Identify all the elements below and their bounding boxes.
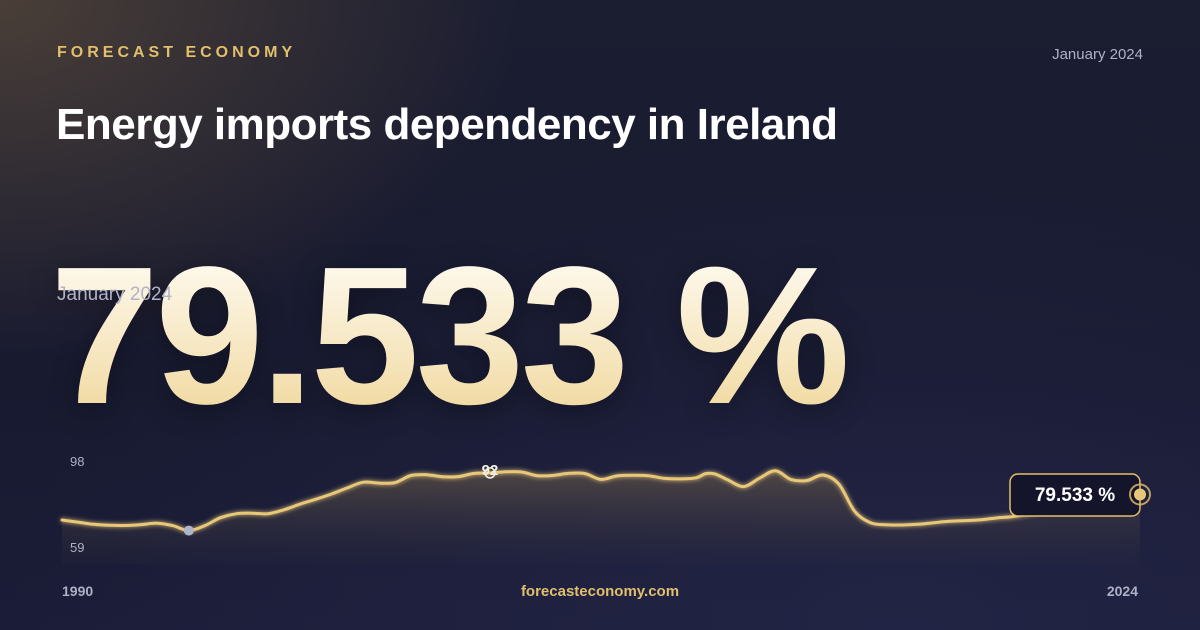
max-point-label: 92 [482, 462, 499, 479]
y-tick-label-max: 98 [70, 454, 84, 469]
headline-date: January 2024 [57, 284, 173, 305]
series-line [60, 469, 1142, 533]
brand-logo-text: FORECAST ECONOMY [57, 44, 297, 61]
min-point-marker [183, 525, 194, 536]
headline-value: 79.533 % [50, 226, 850, 445]
page-title: Energy imports dependency in Ireland [56, 100, 838, 149]
header-date: January 2024 [1052, 46, 1143, 63]
x-tick-label-end: 2024 [1107, 583, 1138, 599]
footer-url: forecasteconomy.com [520, 583, 680, 600]
max-point-marker [484, 467, 496, 479]
last-point-ring [1129, 483, 1151, 506]
y-tick-label-min: 59 [70, 540, 84, 555]
last-point-marker [1134, 488, 1146, 501]
last-value-label: 79.533 % [1035, 485, 1115, 506]
x-tick-label-start: 1990 [62, 583, 93, 599]
